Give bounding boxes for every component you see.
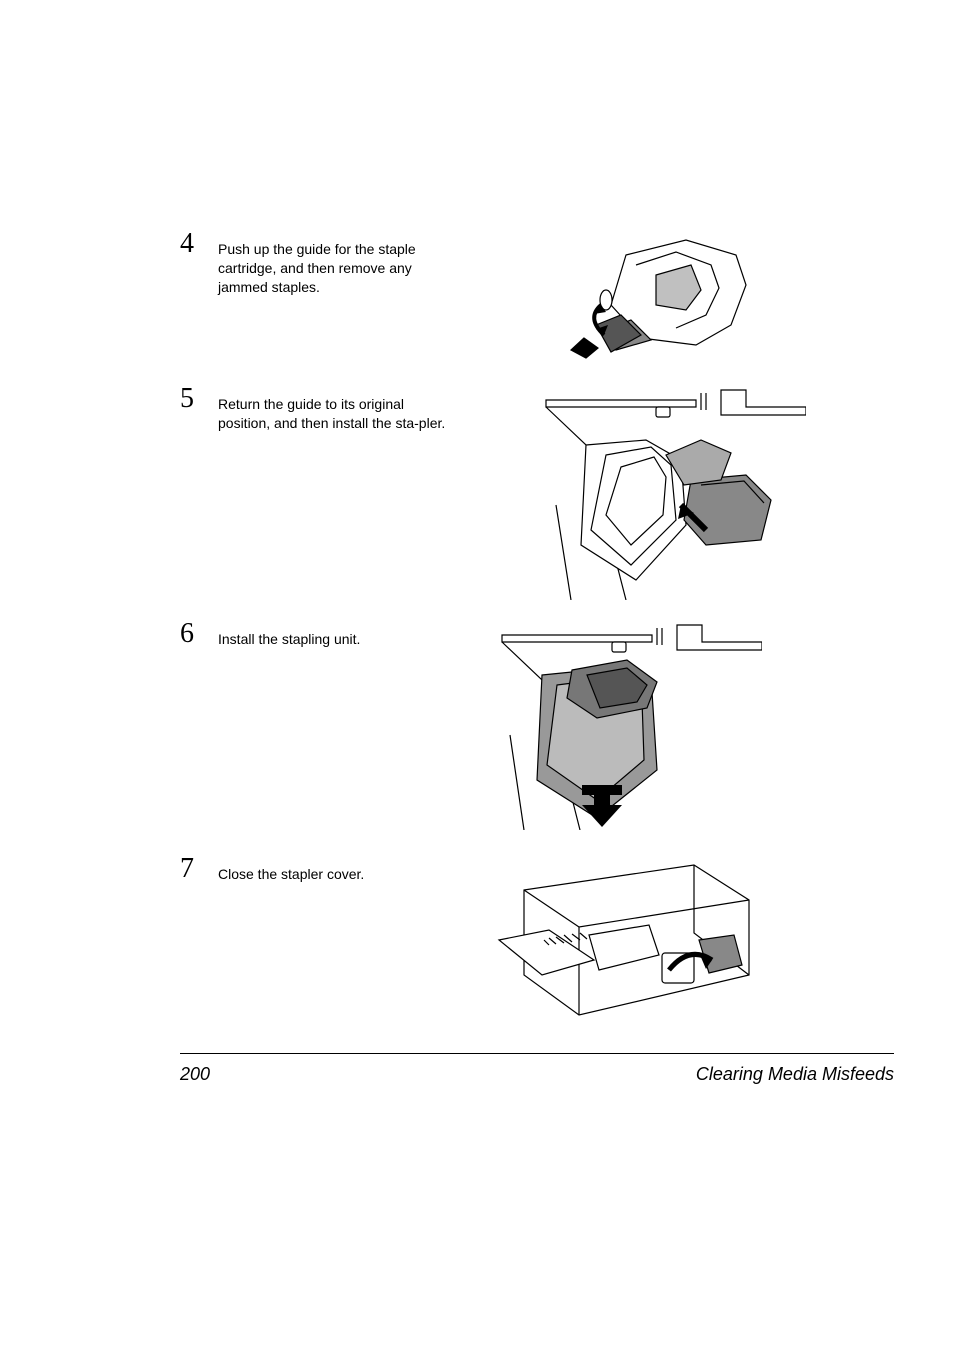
step-7: 7 Close the stapler cover. xyxy=(180,855,894,1020)
step-4: 4 Push up the guide for the staple cartr… xyxy=(180,230,894,375)
step-number-4: 4 xyxy=(180,230,210,258)
illustration-cartridge-guide xyxy=(556,230,786,375)
step-illustration-4 xyxy=(448,230,894,375)
illustration-install-stapler xyxy=(536,385,806,600)
page-number: 200 xyxy=(180,1064,210,1085)
step-number-5: 5 xyxy=(180,385,210,413)
step-text-7: Close the stapler cover. xyxy=(218,865,364,884)
step-text-6: Install the stapling unit. xyxy=(218,630,360,649)
illustration-close-cover xyxy=(494,855,764,1020)
page-content: 4 Push up the guide for the staple cartr… xyxy=(180,230,894,1020)
step-illustration-7 xyxy=(364,855,894,1020)
section-title: Clearing Media Misfeeds xyxy=(696,1064,894,1085)
page-footer: 200 Clearing Media Misfeeds xyxy=(180,1053,894,1085)
step-5: 5 Return the guide to its original posit… xyxy=(180,385,894,600)
step-number-7: 7 xyxy=(180,855,210,883)
illustration-install-unit xyxy=(492,620,762,830)
step-text-4: Push up the guide for the staple cartrid… xyxy=(218,240,448,297)
step-text-5: Return the guide to its original positio… xyxy=(218,395,448,433)
step-number-6: 6 xyxy=(180,620,210,648)
install-stapler-icon xyxy=(536,385,806,600)
install-unit-icon xyxy=(492,620,762,830)
step-illustration-5 xyxy=(448,385,894,600)
close-cover-icon xyxy=(494,855,764,1020)
step-illustration-6 xyxy=(360,620,894,830)
cartridge-guide-icon xyxy=(556,230,786,375)
step-6: 6 Install the stapling unit. xyxy=(180,620,894,830)
